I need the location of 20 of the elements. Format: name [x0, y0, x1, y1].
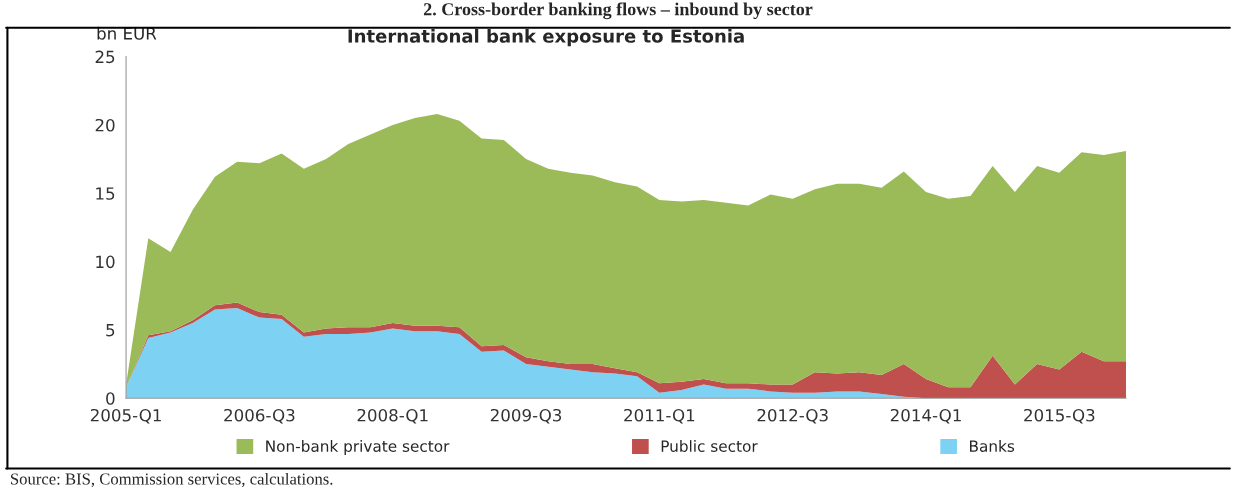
legend-label: Non-bank private sector — [266, 440, 450, 455]
x-tick-label: 2011-Q1 — [624, 408, 695, 424]
y-tick-label: 20 — [95, 118, 115, 132]
x-tick-label: 2009-Q3 — [490, 408, 562, 424]
y-tick-label: 25 — [95, 50, 115, 64]
y-tick-label: 5 — [106, 324, 115, 337]
chart-title: 2. Cross-border banking flows – inbound by sector — [423, 2, 813, 20]
y-tick-label: 0 — [106, 392, 115, 405]
legend-label: Public sector — [661, 440, 758, 452]
x-tick-label: 2006-Q3 — [224, 408, 295, 424]
x-tick-label: 2005-Q1 — [90, 408, 161, 424]
chart-subtitle: International bank exposure to Estonia — [348, 28, 744, 47]
x-tick-label: 2015-Q3 — [1024, 408, 1095, 424]
x-tick-label: 2008-Q1 — [357, 408, 428, 424]
y-tick-label: 10 — [96, 255, 115, 269]
x-tick-label: 2014-Q1 — [890, 408, 961, 424]
legend-label: Banks — [970, 440, 1015, 452]
source-note: Source: BIS, Commission services, calculations. — [11, 472, 333, 488]
y-tick-label: 15 — [96, 187, 115, 200]
x-tick-label: 2012-Q3 — [757, 408, 828, 424]
